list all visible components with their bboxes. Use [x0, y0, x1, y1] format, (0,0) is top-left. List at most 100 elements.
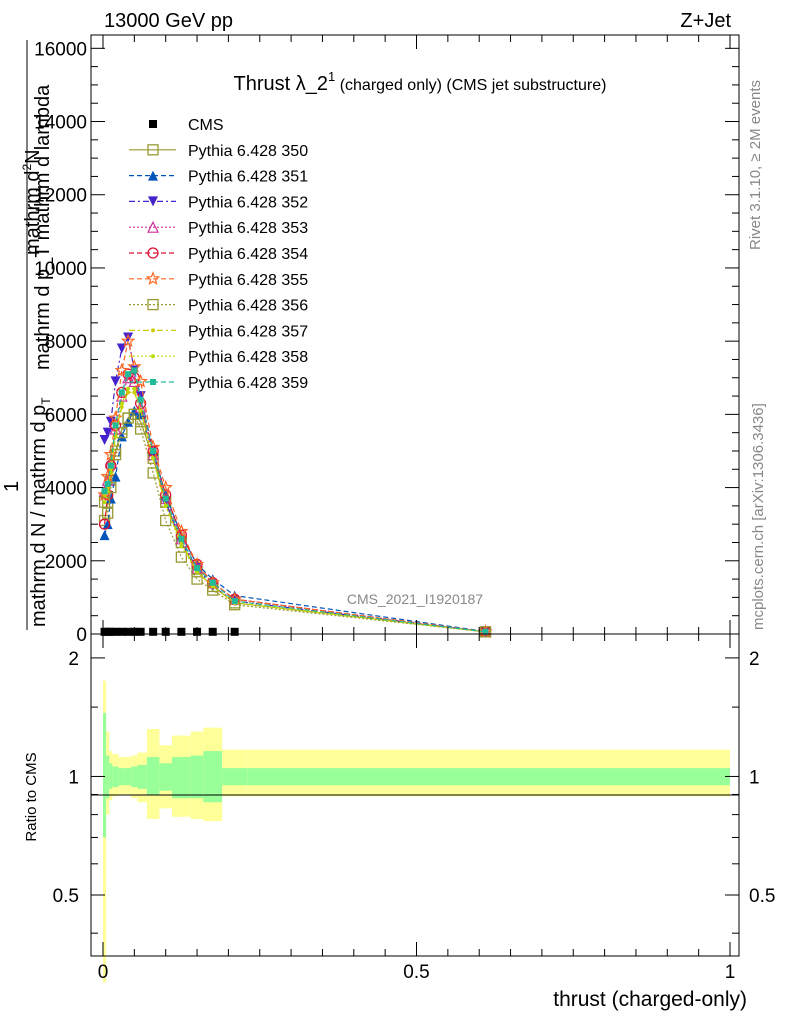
legend-marker: [151, 354, 155, 359]
data-point: [99, 434, 110, 445]
series-line: [103, 413, 486, 633]
y-tick-label: 8000: [45, 332, 87, 353]
ratio-inner-band: [222, 768, 248, 786]
ratio-inner-band: [190, 755, 204, 799]
data-point: [158, 479, 173, 494]
data-point: [179, 544, 184, 549]
data-point: [178, 535, 185, 542]
ratio-y-tick-label: 2: [68, 649, 79, 670]
watermark: CMS_2021_I1920187: [347, 591, 483, 607]
legend-label: Pythia 6.428 351: [188, 169, 308, 186]
ratio-y-tick-label: 0.5: [53, 886, 79, 907]
data-point: [122, 412, 134, 424]
ratio-plot-frame: [90, 633, 740, 957]
ratio-inner-band: [118, 768, 125, 786]
ratio-inner-band: [112, 766, 119, 788]
ratio-inner-band: [109, 763, 113, 789]
legend-label: Pythia 6.428 358: [188, 349, 308, 366]
rivet-label: Rivet 3.1.10, ≥ 2M events: [747, 80, 764, 250]
legend-label: Pythia 6.428 350: [188, 143, 308, 160]
data-point: [177, 627, 186, 636]
data-point: [112, 422, 119, 429]
ratio-y-label: Ratio to CMS: [23, 752, 40, 841]
ratio-inner-band: [203, 751, 223, 803]
data-point: [137, 396, 144, 403]
data-point: [110, 471, 121, 482]
data-point: [102, 507, 114, 519]
y-tick-label: 4000: [45, 479, 87, 500]
ratio-y-tick-label-right: 1: [749, 767, 760, 788]
plot-title-rest: (charged only) (CMS jet substructure): [335, 77, 606, 94]
header-left: 13000 GeV pp: [104, 10, 233, 32]
legend-marker: [148, 196, 158, 207]
data-point: [132, 390, 137, 395]
data-point: [109, 448, 122, 461]
legend-entry: Pythia 6.428 359: [129, 375, 308, 392]
ratio-inner-band: [131, 766, 138, 788]
legend-marker: [145, 271, 161, 286]
y-tick-label: 6000: [45, 405, 87, 426]
ratio-y-tick-label-right: 2: [749, 649, 760, 670]
ratio-y-axis: 0.5 0.5 1 1 2 2: [53, 649, 775, 934]
legend-label: Pythia 6.428 352: [188, 194, 308, 211]
legend-marker: [148, 170, 158, 181]
y-label-dpt-dlambda: mathrm d p_T mathrm d lambda: [32, 84, 54, 370]
legend-label: Pythia 6.428 354: [188, 246, 308, 263]
y-tick-label: 10000: [34, 259, 87, 280]
data-point: [163, 503, 168, 508]
ratio-inner-band: [146, 757, 160, 795]
data-point: [123, 416, 134, 427]
y-tick-label: 16000: [34, 39, 87, 60]
data-point: [131, 367, 138, 374]
data-point: [125, 371, 132, 378]
data-point: [135, 409, 146, 420]
data-point: [208, 627, 217, 636]
data-point: [101, 488, 108, 495]
series-pythia-355: [97, 333, 493, 639]
data-point: [123, 332, 134, 343]
data-point: [230, 627, 239, 636]
data-point: [111, 627, 120, 636]
data-point: [136, 627, 145, 636]
data-point: [110, 376, 121, 387]
data-point: [114, 362, 130, 377]
legend-entry: Pythia 6.428 352: [129, 194, 308, 211]
legend-label: Pythia 6.428 355: [188, 272, 308, 289]
data-point: [126, 386, 131, 391]
ratio-inner-band: [159, 763, 172, 791]
data-point: [104, 480, 111, 487]
series-pythia-359: [101, 367, 489, 635]
legend-marker: [147, 220, 159, 233]
legend-marker: [147, 298, 159, 311]
data-point: [102, 519, 113, 530]
data-point: [116, 427, 128, 439]
legend: CMS Pythia 6.428 350 Pythia 6.428 351 Pythi…: [129, 117, 308, 392]
legend-label: CMS: [188, 117, 224, 134]
x-axis-label: thrust (charged-only): [553, 988, 747, 1011]
legend-entry: Pythia 6.428 350: [129, 143, 308, 160]
data-point: [138, 408, 143, 413]
data-point: [160, 514, 172, 527]
x-tick-label: 0: [98, 962, 109, 983]
legend-marker: [151, 328, 155, 333]
data-point: [162, 495, 169, 502]
y-tick-label: 14000: [34, 113, 87, 134]
data-point: [124, 627, 133, 636]
data-point: [120, 333, 136, 348]
y-label-fraction-bottom-text: mathrm d N / mathrm d p: [28, 405, 50, 627]
legend-entry: Pythia 6.428 355: [129, 271, 308, 289]
data-point: [116, 431, 127, 442]
legend-marker: [150, 379, 156, 385]
y-label-fraction-top: 1: [1, 481, 23, 492]
ratio-y-tick-label-right: 0.5: [749, 886, 775, 907]
data-point: [128, 408, 141, 421]
y-label-subscript: T: [39, 397, 53, 405]
legend-marker: [149, 120, 157, 128]
data-point: [151, 456, 156, 461]
legend-marker: [147, 247, 159, 259]
ratio-inner-band: [106, 755, 110, 799]
legend-label: Pythia 6.428 353: [188, 220, 308, 237]
ratio-y-tick-label: 1: [68, 767, 79, 788]
plot-title-main: Thrust λ_2: [234, 73, 328, 95]
ratio-plot-panel: 0.5 0.5 1 1 2 2 0 0.5 1 Ratio to CMS thrust (ch…: [23, 35, 775, 1011]
